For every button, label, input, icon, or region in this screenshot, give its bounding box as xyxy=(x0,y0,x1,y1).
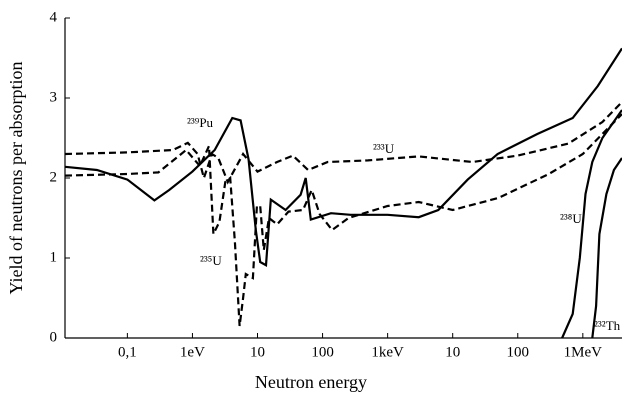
series-label: ²³⁸U xyxy=(560,211,582,226)
y-axis-label: Yield of neutrons per absorption xyxy=(6,62,26,295)
y-tick-label: 0 xyxy=(50,329,58,345)
series-label: ²³⁵U xyxy=(200,253,222,268)
series-line xyxy=(561,109,622,339)
x-tick-label: 1MeV xyxy=(564,344,602,360)
series-label: ²³³U xyxy=(373,141,395,156)
series-line xyxy=(64,113,622,327)
x-tick-label: 1eV xyxy=(180,344,205,360)
y-tick-label: 3 xyxy=(50,89,58,105)
series-line xyxy=(591,157,622,339)
series-line xyxy=(64,101,622,185)
series-label: ²³²Th xyxy=(594,318,621,333)
x-tick-label: 10 xyxy=(250,344,265,360)
series-line xyxy=(64,47,622,267)
y-tick-label: 1 xyxy=(50,249,58,265)
x-tick-label: 0,1 xyxy=(118,344,137,360)
y-tick-label: 4 xyxy=(50,9,58,25)
series-label: ²³⁹Pu xyxy=(187,115,214,130)
x-tick-label: 100 xyxy=(311,344,334,360)
x-tick-label: 1keV xyxy=(371,344,404,360)
x-tick-label: 100 xyxy=(507,344,530,360)
x-tick-label: 10 xyxy=(445,344,460,360)
x-axis-label: Neutron energy xyxy=(255,372,367,392)
y-tick-label: 2 xyxy=(50,169,58,185)
